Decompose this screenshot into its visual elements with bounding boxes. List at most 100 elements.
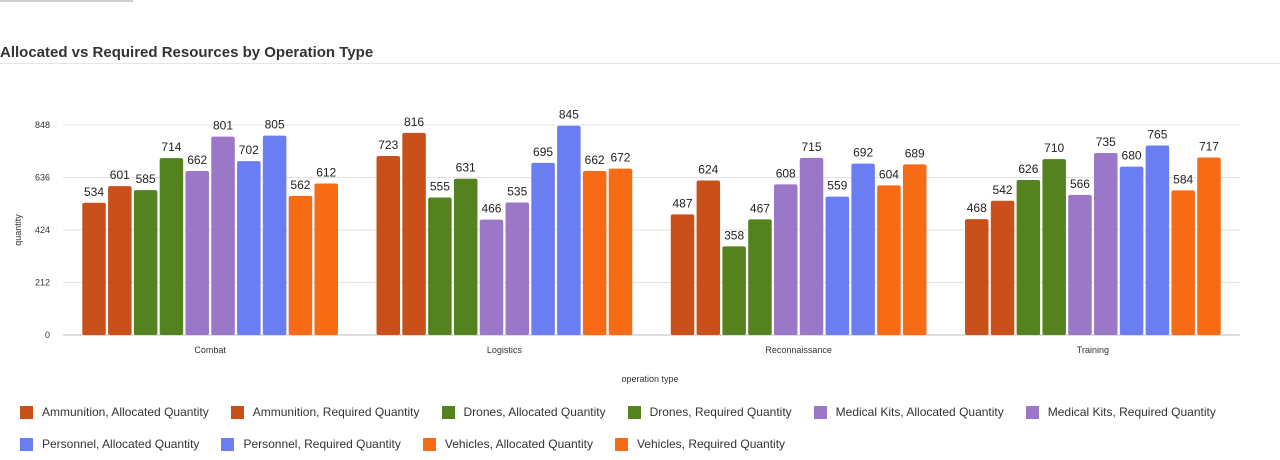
data-label: 566 — [1070, 177, 1090, 191]
bar — [1016, 179, 1041, 335]
data-label: 816 — [404, 115, 424, 129]
x-tick-label: Training — [1077, 345, 1109, 355]
legend-swatch — [627, 405, 641, 419]
bar — [1068, 194, 1092, 335]
y-tick-label: 0 — [45, 330, 50, 340]
data-label: 805 — [265, 118, 285, 132]
legend-swatch — [614, 437, 628, 451]
bar — [825, 196, 850, 335]
bar — [108, 186, 132, 335]
data-label: 584 — [1173, 172, 1193, 186]
bar — [748, 219, 772, 335]
bar — [211, 136, 235, 335]
y-tick-label: 212 — [35, 278, 50, 288]
title-divider — [0, 63, 1280, 64]
data-label: 702 — [239, 143, 259, 157]
bar — [133, 190, 158, 335]
bar — [1197, 157, 1221, 335]
data-label: 624 — [698, 162, 718, 176]
legend-swatch — [441, 405, 455, 419]
bar — [670, 214, 695, 335]
legend-item[interactable]: Ammunition, Allocated Quantity — [20, 396, 209, 428]
data-label: 534 — [84, 185, 104, 199]
bar — [799, 157, 824, 335]
y-axis-label: quantity — [13, 214, 23, 246]
bar — [479, 219, 504, 335]
bar — [288, 195, 313, 335]
data-label: 487 — [673, 196, 693, 210]
data-label: 672 — [610, 151, 630, 165]
legend-swatch — [20, 437, 33, 451]
bar — [314, 183, 338, 335]
data-label: 714 — [161, 140, 181, 154]
bar — [1145, 145, 1170, 335]
chart-legend: Ammunition, Allocated Quantity Ammunition… — [20, 396, 1260, 460]
chart-title: Allocated vs Required Resources by Opera… — [0, 44, 374, 61]
data-label: 710 — [1044, 141, 1064, 155]
legend-swatch — [813, 405, 827, 419]
legend-item[interactable]: Ammunition, Required Quantity — [230, 396, 420, 428]
data-label: 535 — [507, 185, 527, 199]
legend-label: Ammunition, Required Quantity — [252, 405, 420, 419]
data-label: 612 — [316, 165, 336, 179]
legend-item[interactable]: Personnel, Allocated Quantity — [20, 428, 199, 460]
legend-label: Vehicles, Required Quantity — [636, 437, 786, 451]
legend-swatch — [422, 437, 436, 451]
bar — [531, 162, 555, 335]
bar — [722, 246, 746, 335]
legend-item[interactable]: Vehicles, Allocated Quantity — [422, 428, 593, 460]
bar — [1042, 159, 1066, 335]
data-label: 723 — [378, 138, 398, 152]
data-label: 358 — [724, 228, 744, 242]
y-tick-label: 636 — [35, 173, 50, 183]
data-label: 585 — [136, 172, 156, 186]
legend-item[interactable]: Drones, Required Quantity — [627, 396, 792, 428]
bar — [990, 200, 1015, 335]
legend-swatch — [20, 405, 33, 419]
bar — [965, 219, 989, 335]
y-tick-label: 848 — [35, 120, 50, 130]
bar — [608, 168, 633, 335]
data-label: 562 — [290, 178, 310, 192]
top-tab-indicator — [0, 0, 133, 2]
legend-item[interactable]: Drones, Allocated Quantity — [441, 396, 606, 428]
legend-label: Ammunition, Allocated Quantity — [42, 405, 209, 419]
legend-item[interactable]: Personnel, Required Quantity — [221, 428, 401, 460]
legend-label: Vehicles, Allocated Quantity — [444, 437, 593, 451]
bar — [262, 135, 287, 335]
legend-swatch — [221, 437, 235, 451]
data-label: 695 — [533, 145, 553, 159]
data-label: 715 — [802, 140, 822, 154]
x-axis-label: operation type — [621, 374, 678, 384]
legend-item[interactable]: Medical Kits, Allocated Quantity — [813, 396, 1004, 428]
legend-label: Medical Kits, Required Quantity — [1047, 405, 1216, 419]
bar — [376, 155, 401, 335]
data-label: 608 — [776, 166, 796, 180]
bar — [1171, 190, 1195, 335]
x-tick-label: Combat — [194, 345, 226, 355]
data-label: 689 — [905, 146, 925, 160]
bar — [402, 132, 426, 335]
bar — [696, 180, 721, 335]
bar-chart: 0 212 424 636 848 quantity operation type 534 60… — [13, 108, 1240, 384]
bar — [159, 158, 184, 335]
data-label: 467 — [750, 201, 770, 215]
bar — [82, 202, 106, 335]
bar — [902, 164, 927, 335]
data-label: 662 — [585, 153, 605, 167]
legend-item[interactable]: Medical Kits, Required Quantity — [1025, 396, 1216, 428]
legend-swatch — [230, 405, 244, 419]
data-label: 468 — [967, 201, 987, 215]
bar — [557, 125, 581, 336]
bar — [877, 185, 901, 335]
bar — [1094, 152, 1118, 335]
data-label: 601 — [110, 168, 130, 182]
bar — [453, 178, 478, 335]
bar — [505, 202, 530, 335]
bar — [237, 161, 261, 335]
legend-swatch — [1025, 405, 1039, 419]
bar — [1119, 166, 1144, 335]
legend-item[interactable]: Vehicles, Required Quantity — [614, 428, 786, 460]
legend-label: Drones, Allocated Quantity — [463, 405, 606, 419]
legend-label: Drones, Required Quantity — [649, 405, 792, 419]
